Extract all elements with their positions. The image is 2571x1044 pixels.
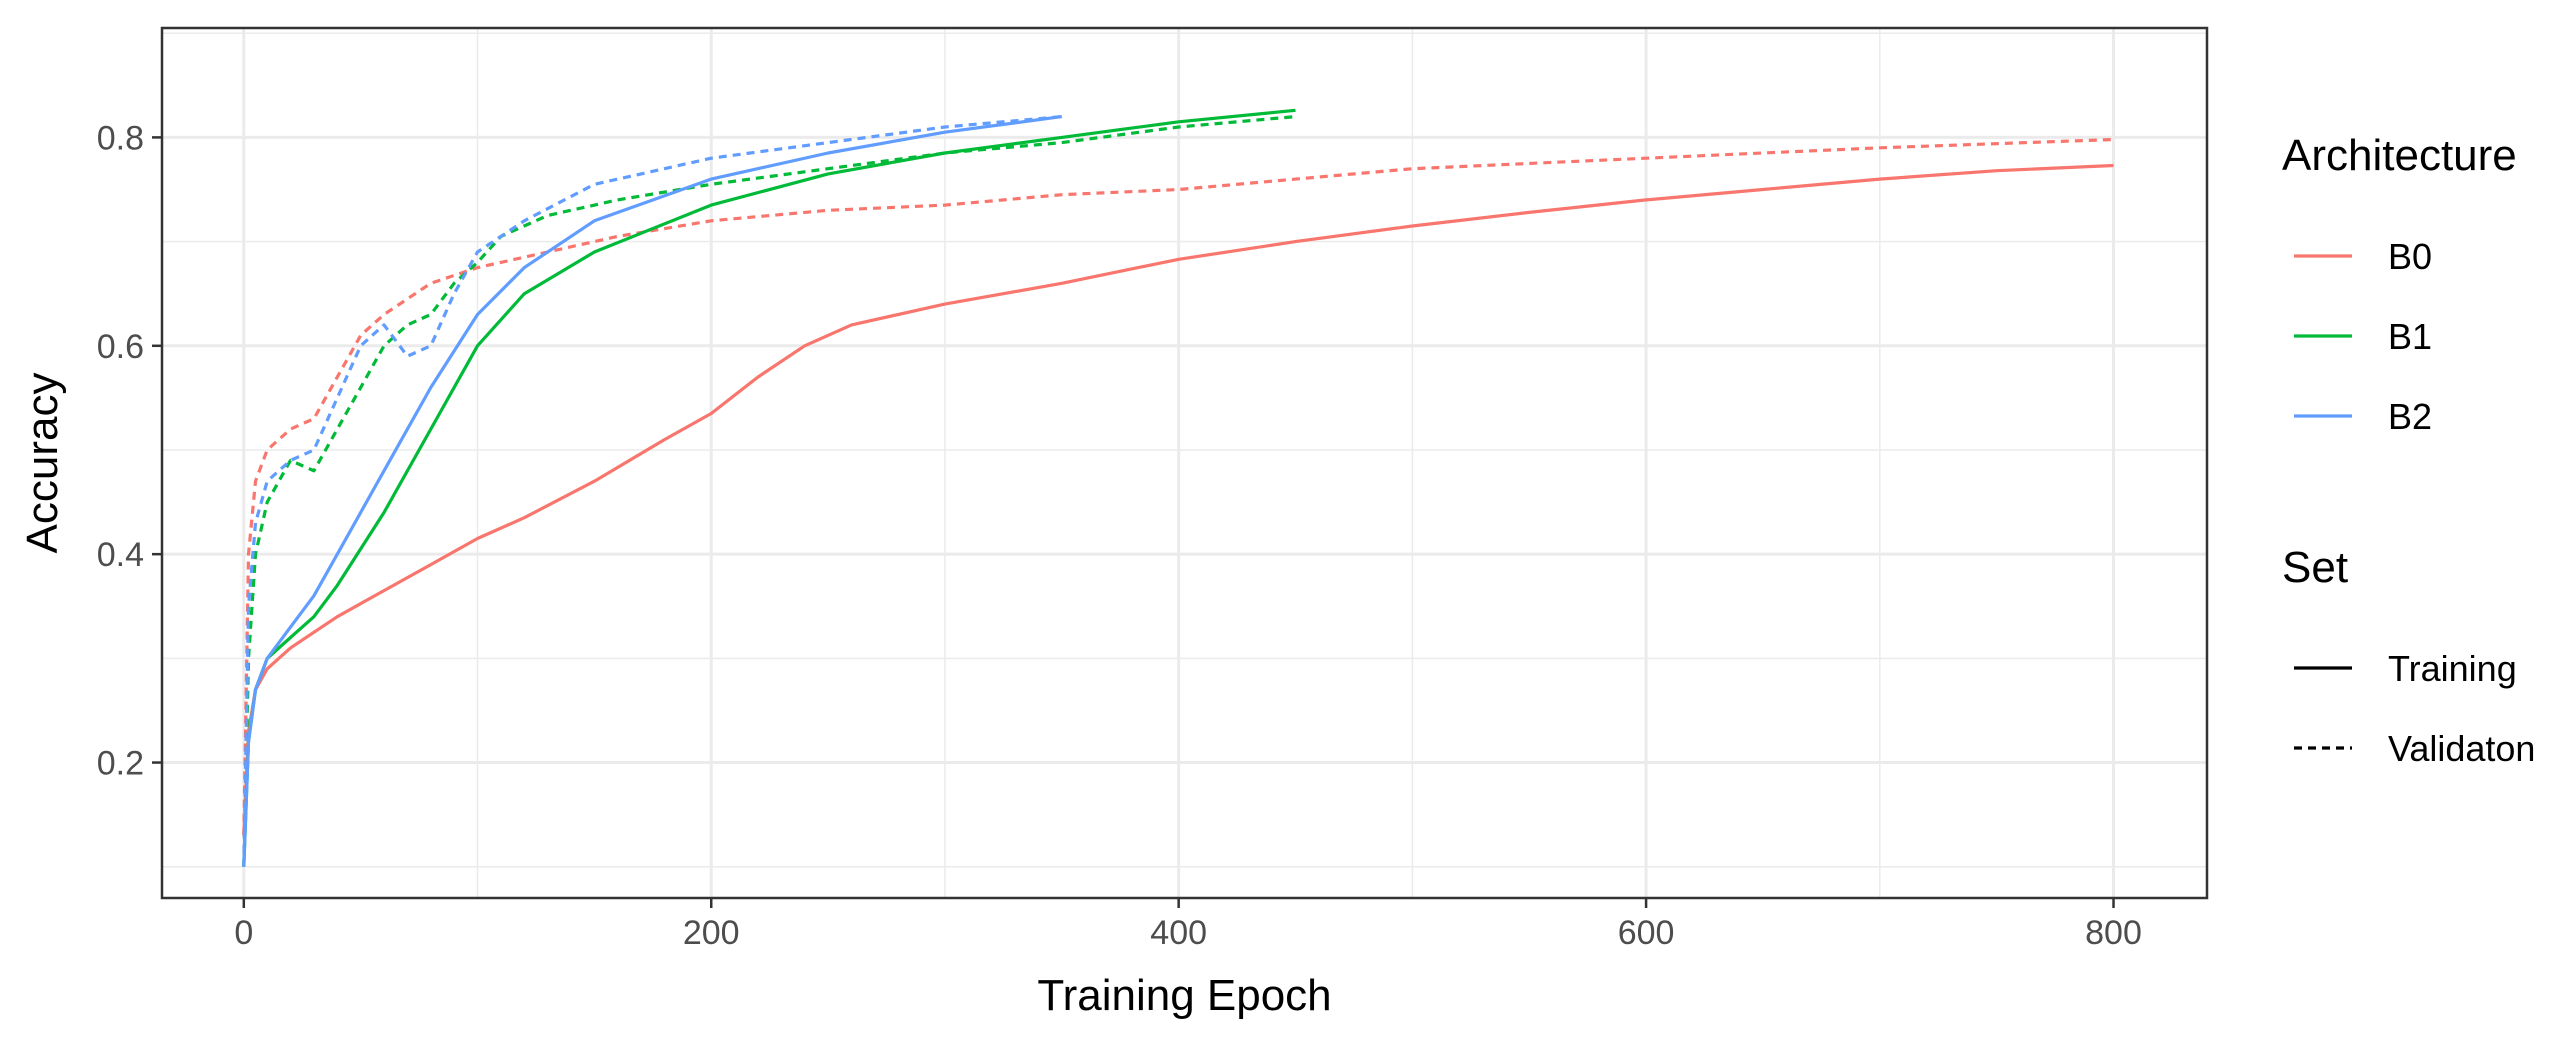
legend-label-b0: B0 xyxy=(2388,236,2432,277)
x-tick-label: 200 xyxy=(683,914,740,952)
major-gridlines xyxy=(162,28,2207,898)
y-tick-label: 0.6 xyxy=(97,328,144,366)
panel-frame xyxy=(160,26,2209,900)
legend-label-b1: B1 xyxy=(2388,316,2432,357)
legend-label-b2: B2 xyxy=(2388,396,2432,437)
panel-background xyxy=(162,28,2207,898)
x-tick-label: 600 xyxy=(1618,914,1675,952)
legend-title-architecture: Architecture xyxy=(2282,131,2517,180)
y-axis-title: Accuracy xyxy=(18,373,67,554)
y-tick-label: 0.8 xyxy=(97,119,144,157)
x-axis-title: Training Epoch xyxy=(1037,971,1331,1020)
series-line-b0-validaton xyxy=(242,137,2114,836)
plot-panel xyxy=(162,28,2207,898)
series-lines xyxy=(242,108,2114,867)
minor-gridlines xyxy=(162,28,2207,898)
series-line-b1-validaton xyxy=(242,115,1296,867)
legend-title-set: Set xyxy=(2282,543,2348,592)
y-tick-label: 0.4 xyxy=(97,536,144,574)
axes: 0 200 400 600 800 0.2 0.4 0.6 0.8 xyxy=(97,119,2142,952)
legend: Architecture B0 B1 B2 Set Training Validaton xyxy=(2282,131,2535,769)
legend-label-training: Training xyxy=(2388,648,2517,689)
legend-label-validaton: Validaton xyxy=(2388,728,2535,769)
panel-border xyxy=(160,26,2209,900)
x-tick-label: 800 xyxy=(2085,914,2142,952)
y-tick-label: 0.2 xyxy=(97,745,144,783)
series-line-b0-training xyxy=(242,163,2114,836)
x-tick-label: 400 xyxy=(1150,914,1207,952)
series-line-b2-validaton xyxy=(242,115,1062,867)
x-tick-label: 0 xyxy=(234,914,253,952)
series-line-b2-training xyxy=(242,115,1063,867)
